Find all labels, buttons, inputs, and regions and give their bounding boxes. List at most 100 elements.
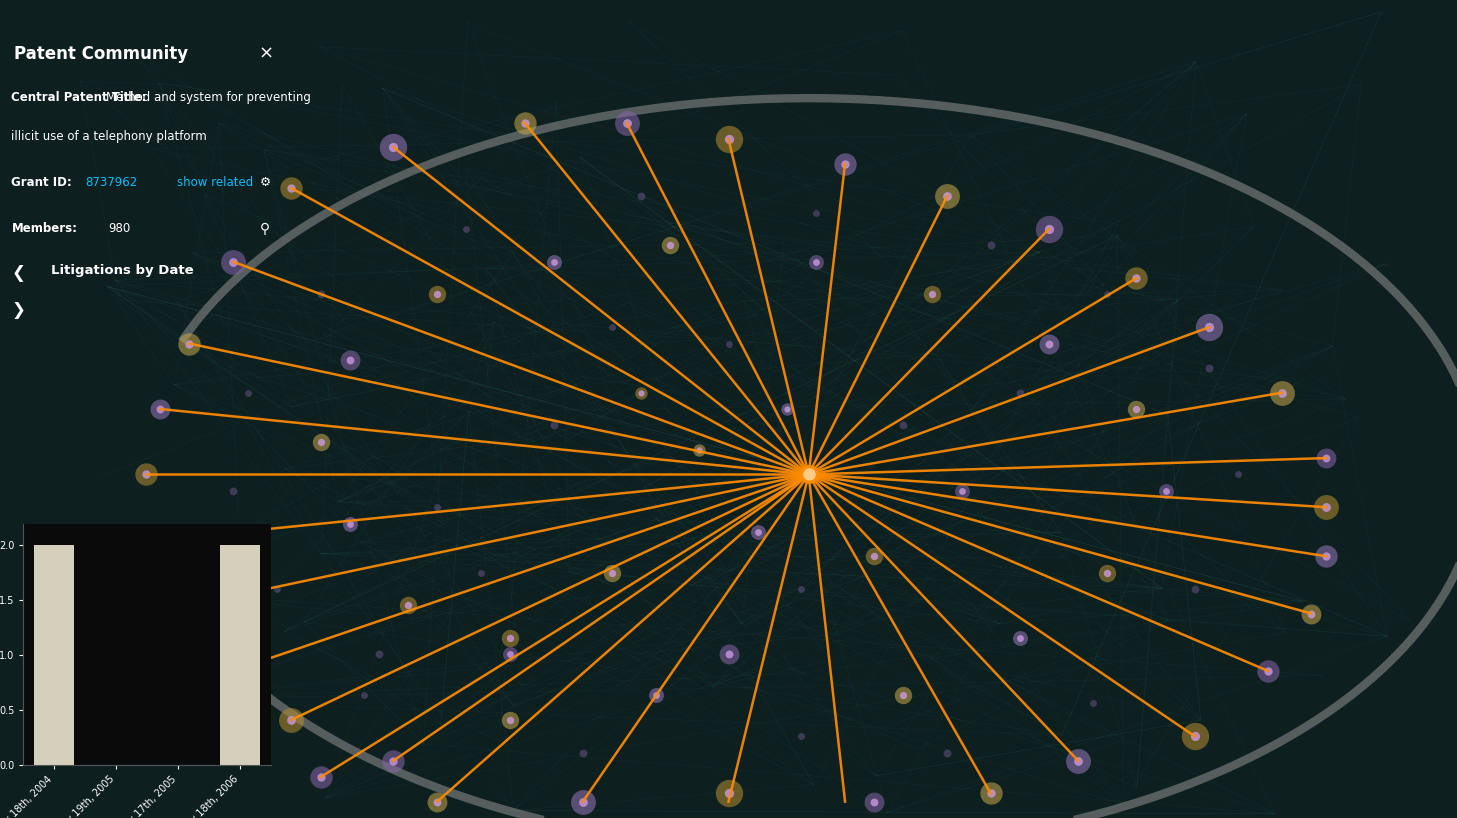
Point xyxy=(921,288,944,301)
Point xyxy=(469,566,492,579)
Point xyxy=(790,582,813,596)
Point xyxy=(178,599,201,612)
Text: 980: 980 xyxy=(108,222,131,235)
Point xyxy=(280,182,303,195)
Point xyxy=(1081,697,1104,710)
Point xyxy=(1271,386,1294,399)
Point xyxy=(513,116,536,129)
Point xyxy=(950,484,973,497)
Point xyxy=(892,419,915,432)
Text: Method and system for preventing: Method and system for preventing xyxy=(106,91,310,104)
Point xyxy=(833,157,857,170)
Point xyxy=(1037,222,1061,236)
Point xyxy=(717,787,740,800)
Point xyxy=(498,713,522,726)
Point xyxy=(950,484,973,497)
Point xyxy=(863,550,886,563)
Point xyxy=(280,713,303,726)
Point xyxy=(644,689,667,702)
Point xyxy=(1256,664,1279,677)
Point xyxy=(615,116,638,129)
Point xyxy=(600,566,624,579)
Point xyxy=(1067,754,1090,767)
Point xyxy=(1125,272,1148,285)
Point xyxy=(498,713,522,726)
Point xyxy=(688,443,711,456)
Point xyxy=(804,255,828,268)
Point xyxy=(775,402,798,416)
Point xyxy=(1037,222,1061,236)
Point xyxy=(309,435,332,448)
Point xyxy=(717,133,740,146)
Point xyxy=(1154,484,1177,497)
Point xyxy=(353,689,376,702)
Point xyxy=(149,533,172,546)
Point xyxy=(265,582,288,596)
Point xyxy=(804,206,828,219)
Point xyxy=(1008,631,1032,645)
Point xyxy=(382,141,405,154)
Point xyxy=(149,402,172,416)
Point xyxy=(979,239,1002,252)
Point xyxy=(338,517,361,530)
Point xyxy=(498,648,522,661)
Point xyxy=(178,337,201,350)
Point xyxy=(425,795,449,808)
Point xyxy=(717,648,740,661)
Point xyxy=(863,550,886,563)
Point xyxy=(338,517,361,530)
Point xyxy=(804,255,828,268)
Point xyxy=(178,599,201,612)
Text: 8737962: 8737962 xyxy=(86,176,138,189)
Text: ❯: ❯ xyxy=(12,301,25,319)
Point xyxy=(280,182,303,195)
Point xyxy=(717,133,740,146)
Point xyxy=(309,435,332,448)
Point xyxy=(338,353,361,366)
Point xyxy=(797,468,820,481)
Point xyxy=(1198,321,1221,334)
Point xyxy=(542,255,565,268)
Point xyxy=(221,664,245,677)
Point xyxy=(1037,337,1061,350)
Point xyxy=(1314,550,1338,563)
Point xyxy=(1125,402,1148,416)
Point xyxy=(382,141,405,154)
Point xyxy=(1183,730,1206,743)
Point xyxy=(309,288,332,301)
Point xyxy=(1314,501,1338,514)
Point xyxy=(717,787,740,800)
Point xyxy=(1314,550,1338,563)
Point xyxy=(659,239,682,252)
Bar xyxy=(220,546,261,765)
Point xyxy=(571,746,594,759)
Point xyxy=(629,386,653,399)
Point xyxy=(425,501,449,514)
Point xyxy=(615,116,638,129)
Point xyxy=(935,190,959,203)
Point xyxy=(746,525,769,538)
Point xyxy=(221,664,245,677)
Point xyxy=(280,713,303,726)
Point xyxy=(1096,288,1119,301)
Point xyxy=(309,771,332,784)
Point xyxy=(1227,468,1250,481)
Point xyxy=(979,787,1002,800)
Text: ⚙: ⚙ xyxy=(259,176,271,189)
Point xyxy=(1037,337,1061,350)
Point xyxy=(221,255,245,268)
Text: show related: show related xyxy=(178,176,254,189)
Point xyxy=(498,631,522,645)
Point xyxy=(1008,631,1032,645)
Point xyxy=(425,288,449,301)
Point xyxy=(1314,452,1338,465)
Point xyxy=(1300,607,1323,620)
Point xyxy=(1125,402,1148,416)
Point xyxy=(513,116,536,129)
Text: Members:: Members: xyxy=(12,222,77,235)
Point xyxy=(600,566,624,579)
Point xyxy=(892,689,915,702)
Point xyxy=(149,402,172,416)
Point xyxy=(149,533,172,546)
Text: ❮: ❮ xyxy=(12,264,25,282)
